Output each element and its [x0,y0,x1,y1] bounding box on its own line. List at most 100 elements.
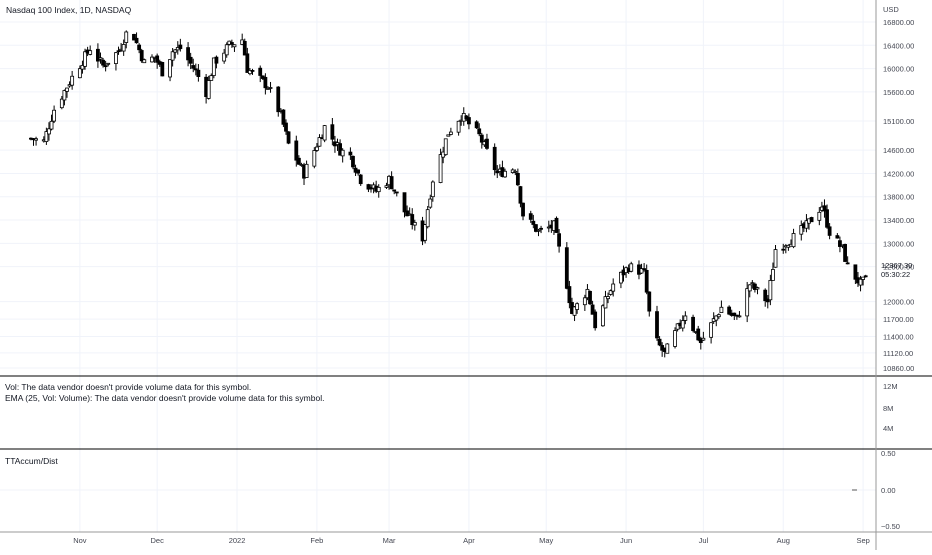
candle-body [863,275,868,278]
candle-body [477,128,482,135]
candle [214,55,219,69]
candle-body [389,176,394,190]
candle [536,228,541,237]
candle [727,305,732,316]
candle-body [858,278,863,286]
candle [696,325,701,342]
candle-body [83,51,87,67]
volume-tick-label: 8M [883,404,893,413]
candle [222,48,227,64]
candle-body [410,214,415,226]
candle [845,256,850,265]
candle [266,86,270,90]
candle-body [714,315,719,321]
candle [655,305,659,341]
candle-body [101,59,105,66]
candle [101,57,105,68]
candle [242,38,247,56]
candle-body [294,140,299,161]
candle [356,169,361,176]
candle-body [479,134,484,143]
candle [606,292,610,304]
candle-body [853,264,858,280]
candle-body [716,314,721,318]
candle [88,45,93,56]
candle-body [206,80,211,99]
candle-body [753,283,757,290]
y-tick-label: 16800.00 [883,18,914,27]
candle-body [330,124,335,140]
candle-body [402,192,407,213]
bar-countdown: 05:30:22 [881,270,911,279]
candle-body [773,249,778,268]
candle [392,189,397,195]
candle-body [619,271,623,284]
candle [405,205,409,217]
x-tick-label: Jun [620,536,632,545]
candle [106,62,111,67]
candle-body [34,138,38,141]
candle-body [696,328,701,341]
candle [665,343,670,354]
candle-body [296,157,301,165]
candle-body [49,120,54,130]
candle-body [214,56,219,64]
candle [134,32,139,44]
candle-body [603,296,608,309]
candle [312,147,317,169]
candle [315,143,319,152]
candle-body [340,149,345,157]
candle-body [356,169,361,174]
candle-body [394,191,399,194]
candle-body [224,44,229,56]
candle-body [771,269,775,281]
candle-body [456,120,461,133]
y-tick-label: 12000.00 [883,298,914,307]
candle-body [114,52,118,64]
candle [827,223,832,240]
x-tick-label: 2022 [229,536,246,545]
indicator-tick-label: −0.50 [881,522,900,531]
candle [456,120,461,136]
ema-volume-message: EMA (25, Vol: Volume): The data vendor d… [5,393,325,403]
candle [304,160,309,178]
candle-body [276,86,281,113]
candle-body [160,61,165,77]
candles[interactable] [29,30,868,358]
last-price-label: 12367.30 05:30:22 [881,261,912,279]
candle-body [534,224,538,232]
x-tick-label: Dec [150,536,164,545]
candle [70,70,75,90]
candle-body [727,306,732,315]
candle [284,119,288,135]
axes: 16800.00 16400.00 16000.00 15600.00 15100.00… [73,18,914,545]
candle-body [750,282,755,285]
candle [80,60,85,74]
candle-body [536,229,541,232]
candle-body [425,209,430,228]
candle-body [564,247,569,289]
candle-body [65,87,69,92]
candle [62,89,67,106]
candle [196,64,201,82]
candle [600,304,605,327]
candle [211,57,216,79]
candle-body [647,291,652,312]
candle-body [572,306,577,316]
candle-body [366,184,371,190]
candle-body [804,220,809,229]
candle-body [281,109,286,125]
candle [608,289,613,296]
candle [358,173,363,186]
candle [276,86,281,117]
candle-body [825,209,829,228]
candle [348,147,353,160]
candle [209,73,214,81]
candle [528,210,533,223]
candle-body [59,98,64,109]
candle [142,58,147,64]
candle-body [755,287,760,290]
candle-body [124,31,129,43]
